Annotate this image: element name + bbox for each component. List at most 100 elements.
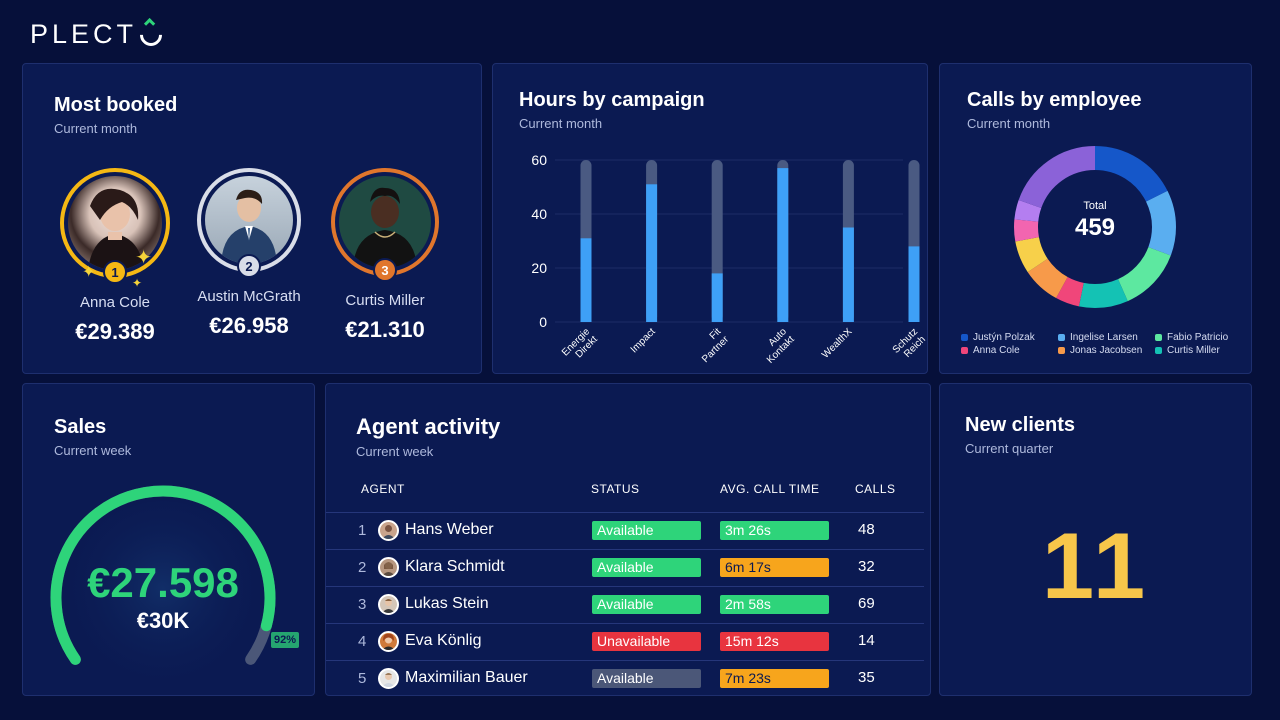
rank-badge: 2: [237, 254, 261, 278]
call-time-badge: 15m 12s: [720, 632, 829, 651]
widget-subtitle: Current month: [54, 121, 138, 136]
call-time-badge: 3m 26s: [720, 521, 829, 540]
bar: [646, 184, 658, 322]
legend-item: Ingelise Larsen: [1058, 332, 1155, 343]
agent-calls: 48: [858, 521, 875, 538]
booked-value: €21.310: [345, 317, 425, 342]
donut-slice: [1014, 146, 1176, 308]
avatar-ring: 2: [197, 168, 301, 278]
agent-name: Hans Weber: [405, 521, 494, 538]
donut-slice: [1014, 146, 1176, 308]
widget-subtitle: Current quarter: [965, 441, 1054, 456]
avatar: [205, 176, 293, 264]
avatar: [68, 176, 162, 270]
sparkle-icon: ✦: [135, 247, 152, 269]
booked-name: Anna Cole: [79, 294, 151, 311]
y-tick-label: 20: [531, 260, 547, 276]
donut-slice: [1014, 146, 1176, 308]
agent-rank: 3: [358, 596, 367, 613]
booked-person-3: 3 Curtis Miller €21.310: [315, 168, 455, 343]
bar: [842, 227, 854, 322]
table-row: 1 Hans Weber Available 3m 26s 48: [326, 512, 924, 549]
agent-activity-widget: Agent activity Current week AGENT STATUS…: [325, 383, 931, 696]
logo-text: PLECT: [30, 19, 138, 49]
legend-item: Fabio Patricio: [1155, 332, 1241, 343]
booked-name: Austin McGrath: [197, 288, 301, 305]
legend-item: Jonas Jacobsen: [1058, 345, 1155, 356]
avatar-ring: 3: [331, 168, 439, 282]
table-row: 4 Eva Könlig Unavailable 15m 12s 14: [326, 623, 924, 660]
donut-total-label: Total: [1083, 200, 1107, 212]
table-row: 3 Lukas Stein Available 2m 58s 69: [326, 586, 924, 623]
calls-donut-chart: [1014, 146, 1176, 308]
x-tick-label-line: Impact: [629, 326, 658, 355]
column-header-status: STATUS: [591, 482, 640, 496]
agent-name: Lukas Stein: [405, 595, 489, 612]
y-tick-label: 60: [531, 152, 547, 168]
agent-rank: 5: [358, 670, 367, 687]
bar: [580, 238, 592, 322]
avatar: [378, 520, 399, 541]
sales-gauge: [50, 485, 276, 695]
calls-by-employee-widget: Calls by employee Current month Total 45…: [939, 63, 1252, 374]
status-badge: Available: [592, 521, 701, 540]
call-time-badge: 7m 23s: [720, 669, 829, 688]
sales-value: €27.598: [87, 559, 239, 606]
avatar: [378, 557, 399, 578]
widget-title: Calls by employee: [967, 89, 1142, 111]
widget-subtitle: Current month: [519, 116, 603, 131]
sales-percent-badge: 92%: [271, 632, 300, 648]
status-badge: Available: [592, 558, 701, 577]
bar: [777, 168, 789, 322]
y-tick-label: 0: [539, 314, 547, 330]
widget-title: Most booked: [54, 94, 178, 116]
avatar: [378, 668, 399, 689]
agent-rank: 2: [358, 559, 367, 576]
donut-center: Total 459: [1012, 144, 1178, 310]
status-badge: Available: [592, 595, 701, 614]
avatar: [378, 594, 399, 615]
table-row: 2 Klara Schmidt Available 6m 17s 32: [326, 549, 924, 586]
donut-slice: [1014, 146, 1176, 308]
status-badge: Unavailable: [592, 632, 701, 651]
rank-badge: 1: [103, 260, 127, 284]
widget-subtitle: Current week: [356, 444, 434, 459]
call-time-badge: 6m 17s: [720, 558, 829, 577]
sparkle-icon: ✦: [131, 276, 142, 290]
widget-subtitle: Current week: [54, 443, 132, 458]
booked-person-1: 1 ✦ ✦ ✦ Anna Cole €29.389: [45, 168, 185, 345]
widget-subtitle: Current month: [967, 116, 1051, 131]
rank-badge: 3: [373, 258, 397, 282]
donut-total-value: 459: [1074, 214, 1116, 241]
bar: [908, 246, 920, 322]
table-row: 5 Maximilian Bauer Available 7m 23s 35: [326, 660, 924, 697]
legend-item: Justýn Polzak: [961, 332, 1058, 343]
booked-value: €29.389: [75, 319, 155, 344]
gauge-glow: [66, 501, 260, 695]
sparkle-icon: ✦: [82, 264, 96, 281]
legend-item: Anna Cole: [961, 345, 1058, 356]
agent-name: Eva Könlig: [405, 632, 482, 649]
new-clients-value: 11: [1041, 513, 1150, 618]
agent-calls: 69: [858, 595, 875, 612]
agent-rank: 4: [358, 633, 367, 650]
donut-legend: Justýn Polzak Ingelise Larsen Fabio Patr…: [961, 332, 1241, 356]
widget-title: Hours by campaign: [519, 89, 705, 111]
sales-widget: Sales Current week €27.598 €30K 92%: [22, 383, 315, 696]
x-tick-label: WealthX: [820, 326, 855, 361]
widget-title: New clients: [965, 414, 1076, 436]
gauge-fill: [50, 485, 276, 665]
hours-by-campaign-widget: Hours by campaign Current month 0 20 40 60 E…: [492, 63, 928, 374]
column-header-avg-call-time: AVG. CALL TIME: [720, 482, 820, 496]
agent-name: Klara Schmidt: [405, 558, 505, 575]
plecto-logo: PLECT: [30, 17, 167, 51]
legend-item: Curtis Miller: [1155, 345, 1241, 356]
widget-title: Sales: [54, 416, 107, 438]
x-tick-label-line: WealthX: [820, 326, 855, 361]
bar: [711, 273, 723, 322]
